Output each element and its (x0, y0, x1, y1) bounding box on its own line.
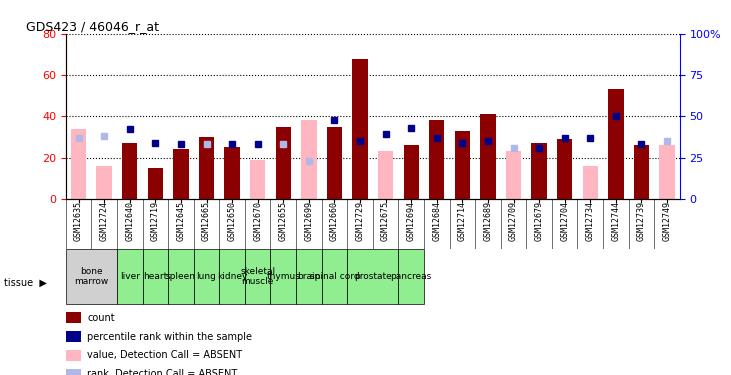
Text: liver: liver (120, 272, 140, 281)
Bar (117, 249, 143, 304)
Text: thymus: thymus (266, 272, 300, 281)
Text: GSM12719: GSM12719 (151, 201, 160, 241)
Text: GSM12650: GSM12650 (227, 201, 237, 241)
Text: GSM12714: GSM12714 (458, 201, 467, 241)
Bar (531, 143, 547, 199)
Text: GSM12709: GSM12709 (509, 201, 518, 241)
Bar (398, 249, 424, 304)
Text: skeletal
muscle: skeletal muscle (240, 267, 276, 286)
Bar (250, 160, 265, 199)
Text: rank, Detection Call = ABSENT: rank, Detection Call = ABSENT (87, 369, 238, 375)
Bar (199, 137, 214, 199)
Bar (455, 131, 470, 199)
Bar (71, 129, 86, 199)
Text: heart: heart (143, 272, 167, 281)
Bar (608, 90, 624, 199)
Bar (194, 249, 219, 304)
Text: GSM12645: GSM12645 (176, 201, 186, 241)
Text: GSM12749: GSM12749 (662, 201, 672, 241)
Bar (276, 127, 291, 199)
Bar (429, 120, 444, 199)
Bar (148, 168, 163, 199)
Text: kidney: kidney (217, 272, 247, 281)
Text: tissue  ▶: tissue ▶ (4, 278, 47, 288)
Text: GSM12679: GSM12679 (534, 201, 544, 241)
Text: GSM12729: GSM12729 (355, 201, 365, 241)
Bar (143, 249, 168, 304)
Text: GSM12675: GSM12675 (381, 201, 390, 241)
Bar (659, 145, 675, 199)
Bar (224, 147, 240, 199)
Bar (168, 249, 194, 304)
Text: prostate: prostate (354, 272, 392, 281)
Bar (327, 127, 342, 199)
Text: brain: brain (298, 272, 320, 281)
Bar (173, 149, 189, 199)
Text: GSM12744: GSM12744 (611, 201, 621, 241)
Text: spleen: spleen (166, 272, 196, 281)
Text: pancreas: pancreas (390, 272, 432, 281)
Bar (480, 114, 496, 199)
Text: count: count (87, 313, 115, 322)
Bar (404, 145, 419, 199)
Bar (219, 249, 245, 304)
Bar (506, 151, 521, 199)
Text: GSM12694: GSM12694 (406, 201, 416, 241)
Bar (66, 331, 81, 342)
Text: GSM12734: GSM12734 (586, 201, 595, 241)
Text: GSM12670: GSM12670 (253, 201, 262, 241)
Bar (122, 143, 137, 199)
Text: GSM12704: GSM12704 (560, 201, 569, 241)
Text: GSM12655: GSM12655 (279, 201, 288, 241)
Text: GSM12699: GSM12699 (304, 201, 314, 241)
Text: GSM12739: GSM12739 (637, 201, 646, 241)
Text: bone
marrow: bone marrow (75, 267, 108, 286)
Bar (270, 249, 296, 304)
Text: GDS423 / 46046_r_at: GDS423 / 46046_r_at (26, 20, 159, 33)
Text: GSM12660: GSM12660 (330, 201, 339, 241)
Bar (322, 249, 347, 304)
Text: GSM12689: GSM12689 (483, 201, 493, 241)
Text: value, Detection Call = ABSENT: value, Detection Call = ABSENT (87, 350, 243, 360)
Bar (301, 120, 317, 199)
Text: GSM12640: GSM12640 (125, 201, 135, 241)
Bar (199, 160, 214, 199)
Bar (634, 145, 649, 199)
Bar (296, 249, 322, 304)
Bar (96, 166, 112, 199)
Text: spinal cord: spinal cord (310, 272, 359, 281)
Bar (66, 350, 81, 361)
Bar (66, 312, 81, 323)
Bar (245, 249, 270, 304)
Bar (583, 166, 598, 199)
Bar (378, 151, 393, 199)
Bar (352, 58, 368, 199)
Text: GSM12665: GSM12665 (202, 201, 211, 241)
Text: GSM12684: GSM12684 (432, 201, 442, 241)
Text: GSM12724: GSM12724 (99, 201, 109, 241)
Bar (66, 249, 117, 304)
Text: percentile rank within the sample: percentile rank within the sample (87, 332, 252, 342)
Bar (66, 369, 81, 375)
Bar (347, 249, 398, 304)
Bar (557, 139, 572, 199)
Text: GSM12635: GSM12635 (74, 201, 83, 241)
Text: lung: lung (197, 272, 216, 281)
